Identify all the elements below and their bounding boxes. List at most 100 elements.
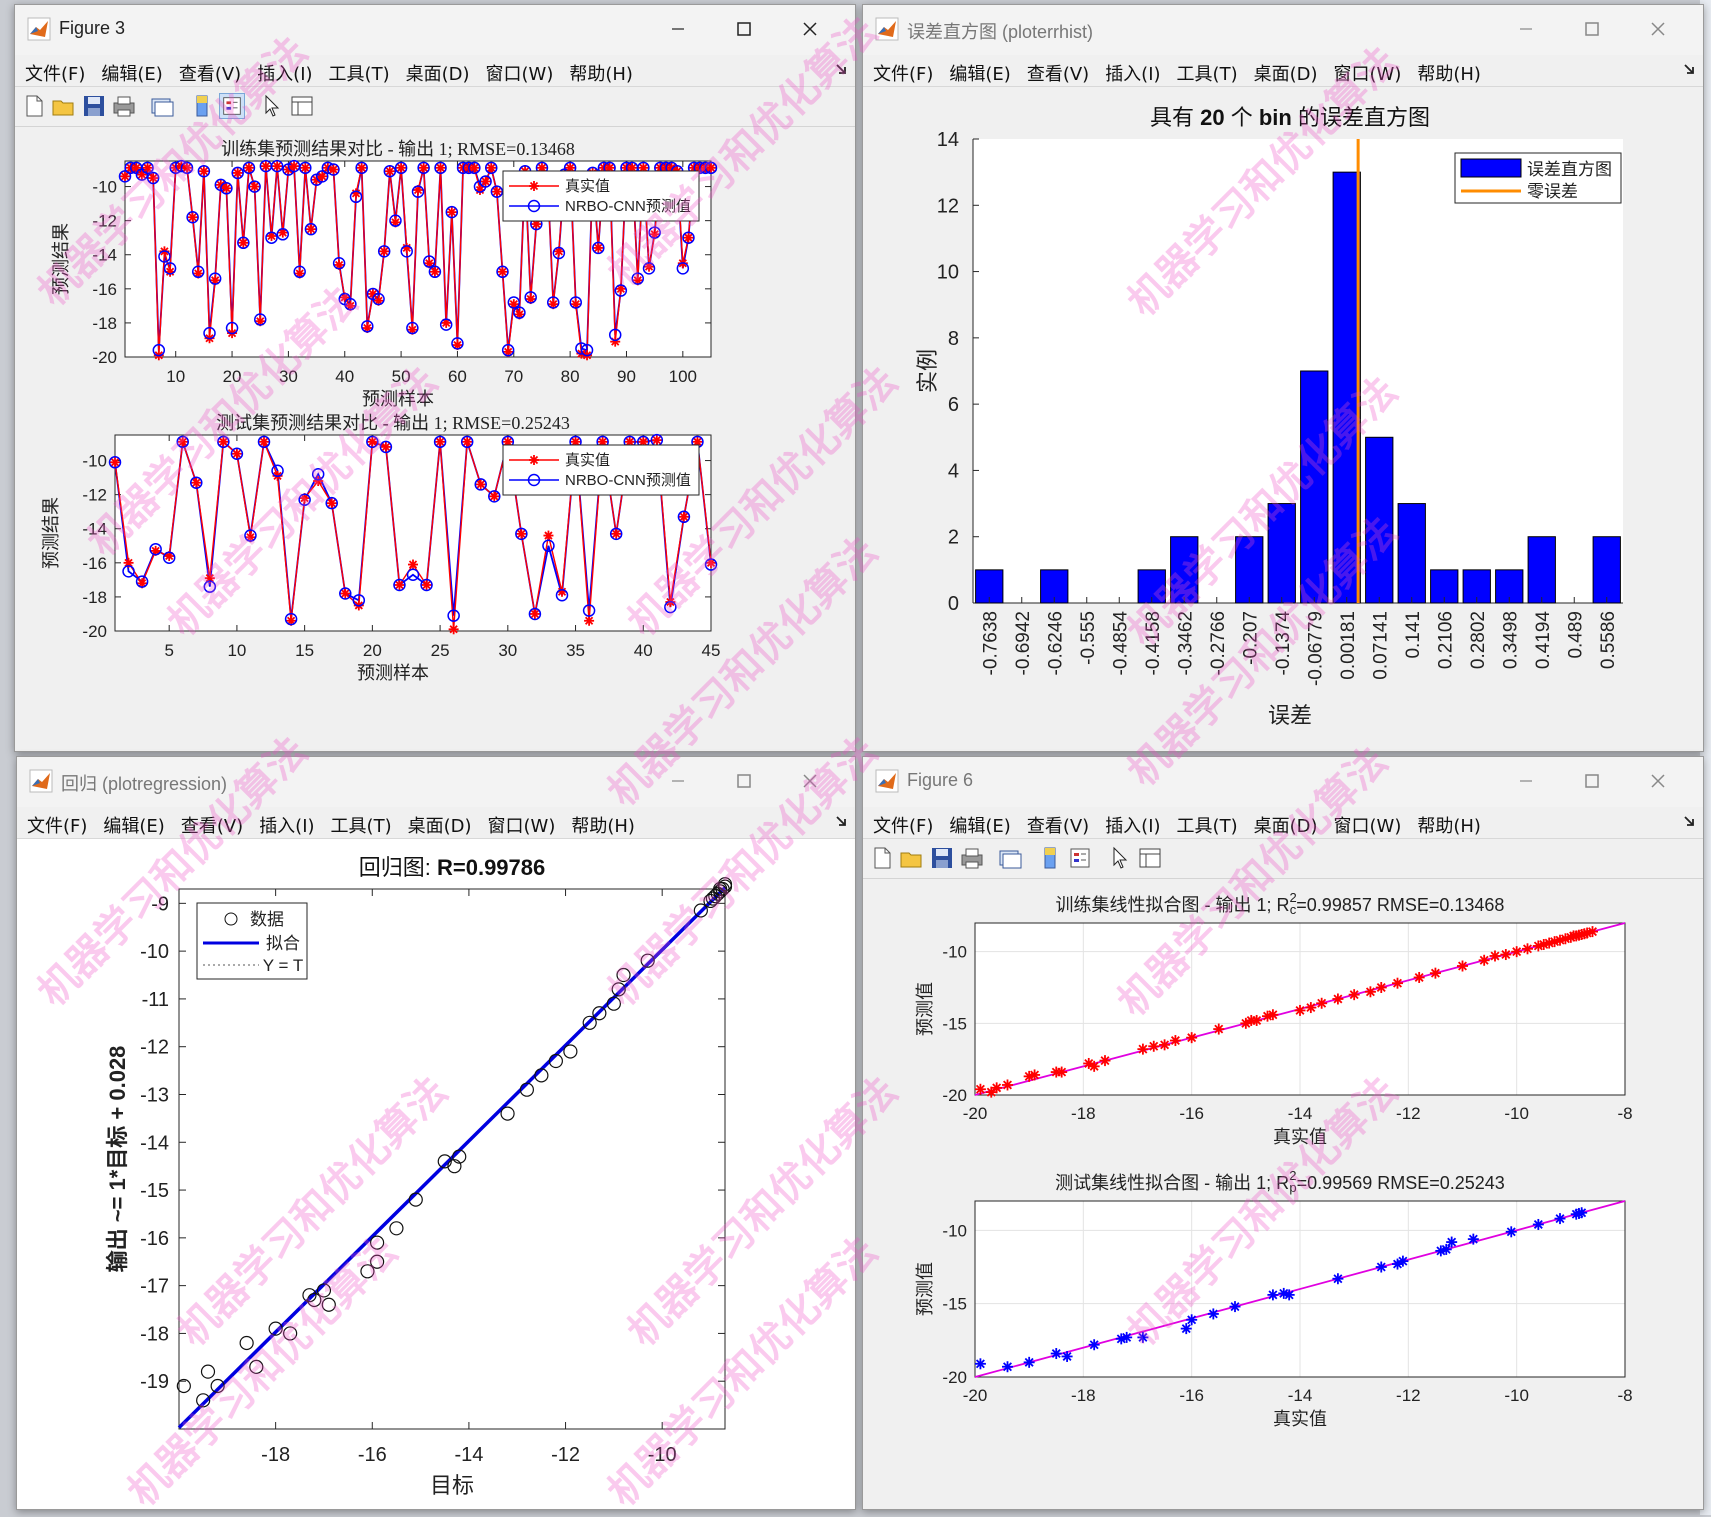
legend-icon[interactable]	[1067, 845, 1093, 871]
actual-point	[380, 441, 391, 452]
menu-help[interactable]: 帮助(H)	[1417, 816, 1481, 837]
link-plot-icon[interactable]	[997, 845, 1023, 871]
dock-arrow-icon[interactable]	[833, 61, 849, 77]
y-tick-label: -12	[82, 486, 107, 505]
menu-view[interactable]: 查看(V)	[1026, 64, 1090, 85]
minimize-icon[interactable]	[663, 766, 693, 796]
new-figure-icon[interactable]	[869, 845, 895, 871]
menu-view[interactable]: 查看(V)	[178, 64, 242, 85]
menu-desktop[interactable]: 桌面(D)	[1253, 816, 1318, 837]
predicted-point	[270, 159, 284, 173]
menu-file[interactable]: 文件(F)	[873, 64, 934, 85]
actual-point	[367, 436, 378, 447]
histogram-bar	[1365, 436, 1394, 604]
predicted-point	[569, 296, 583, 309]
menu-help[interactable]: 帮助(H)	[571, 816, 635, 837]
predicted-point	[400, 245, 413, 258]
y-axis-label: 输出 ~= 1*目标 + 0.028	[105, 1046, 130, 1273]
menu-edit[interactable]: 编辑(E)	[101, 64, 163, 85]
minimize-icon[interactable]	[1511, 766, 1541, 796]
data-point	[176, 1378, 191, 1394]
menu-insert[interactable]: 插入(I)	[1105, 64, 1161, 85]
menu-window[interactable]: 窗口(W)	[1333, 816, 1402, 837]
menu-window[interactable]: 窗口(W)	[487, 816, 556, 837]
data-point	[1576, 1207, 1588, 1219]
menu-edit[interactable]: 编辑(E)	[949, 64, 1011, 85]
marker-stroke	[380, 247, 389, 256]
menu-desktop[interactable]: 桌面(D)	[1253, 64, 1318, 85]
new-figure-icon[interactable]	[21, 93, 47, 119]
menu-tools[interactable]: 工具(T)	[1176, 64, 1238, 85]
property-inspector-icon[interactable]	[1137, 845, 1163, 871]
dock-arrow-icon[interactable]	[1681, 61, 1697, 77]
link-plot-icon[interactable]	[149, 93, 175, 119]
marker-stroke	[286, 616, 296, 625]
marker-stroke	[1089, 1340, 1099, 1350]
actual-point	[379, 246, 390, 257]
maximize-icon[interactable]	[1577, 14, 1607, 44]
menu-desktop[interactable]: 桌面(D)	[405, 64, 470, 85]
chart-title: 测试集预测结果对比 - 输出 1; RMSE=0.25243	[216, 413, 570, 433]
menu-tools[interactable]: 工具(T)	[330, 816, 392, 837]
marker-stroke	[652, 435, 661, 445]
marker-stroke	[554, 247, 564, 256]
marker-stroke	[706, 558, 716, 567]
print-icon[interactable]	[111, 93, 137, 119]
pointer-icon[interactable]	[259, 93, 285, 119]
save-icon[interactable]	[929, 845, 955, 871]
property-inspector-icon[interactable]	[289, 93, 315, 119]
menu-view[interactable]: 查看(V)	[1026, 816, 1090, 837]
minimize-icon[interactable]	[1511, 14, 1541, 44]
pointer-icon[interactable]	[1107, 845, 1133, 871]
marker-stroke	[1577, 1208, 1587, 1218]
marker-stroke	[1181, 1324, 1191, 1334]
close-icon[interactable]	[795, 766, 825, 796]
maximize-icon[interactable]	[729, 14, 759, 44]
save-icon[interactable]	[81, 93, 107, 119]
menu-file[interactable]: 文件(F)	[25, 64, 86, 85]
colorbar-icon[interactable]	[189, 93, 215, 119]
menu-help[interactable]: 帮助(H)	[1417, 64, 1481, 85]
menu-window[interactable]: 窗口(W)	[485, 64, 554, 85]
title-bar[interactable]: Figure 3	[15, 5, 855, 55]
predicted-point	[496, 265, 509, 279]
menu-edit[interactable]: 编辑(E)	[949, 816, 1011, 837]
predicted-point	[507, 296, 521, 309]
minimize-icon[interactable]	[663, 14, 693, 44]
data-point	[447, 1159, 462, 1174]
title-bar[interactable]: 回归 (plotregression)	[17, 757, 855, 807]
legend-icon[interactable]	[219, 93, 245, 119]
dock-arrow-icon[interactable]	[1681, 813, 1697, 829]
menu-window[interactable]: 窗口(W)	[1333, 64, 1402, 85]
data-point	[1522, 943, 1533, 955]
menu-insert[interactable]: 插入(I)	[259, 816, 315, 837]
menu-edit[interactable]: 编辑(E)	[103, 816, 165, 837]
menu-insert[interactable]: 插入(I)	[1105, 816, 1161, 837]
print-icon[interactable]	[959, 845, 985, 871]
maximize-icon[interactable]	[1577, 766, 1607, 796]
menu-view[interactable]: 查看(V)	[180, 816, 244, 837]
open-file-icon[interactable]	[51, 93, 77, 119]
title-bar[interactable]: 误差直方图 (ploterrhist)	[863, 5, 1703, 55]
title-part: p	[1289, 1180, 1296, 1195]
close-icon[interactable]	[1643, 14, 1673, 44]
title-bar[interactable]: Figure 6	[863, 757, 1703, 807]
menu-file[interactable]: 文件(F)	[873, 816, 934, 837]
menu-file[interactable]: 文件(F)	[27, 816, 88, 837]
y-tick-label: 4	[948, 460, 959, 482]
colorbar-icon[interactable]	[1037, 845, 1063, 871]
menu-help[interactable]: 帮助(H)	[569, 64, 633, 85]
dock-arrow-icon[interactable]	[833, 813, 849, 829]
menu-desktop[interactable]: 桌面(D)	[407, 816, 472, 837]
open-file-icon[interactable]	[899, 845, 925, 871]
maximize-icon[interactable]	[729, 766, 759, 796]
actual-point	[164, 551, 175, 562]
menu-tools[interactable]: 工具(T)	[328, 64, 390, 85]
x-tick-label: 0.00181	[1338, 611, 1359, 680]
close-icon[interactable]	[1643, 766, 1673, 796]
menu-insert[interactable]: 插入(I)	[257, 64, 313, 85]
menu-tools[interactable]: 工具(T)	[1176, 816, 1238, 837]
close-icon[interactable]	[795, 14, 825, 44]
marker-stroke	[1187, 1315, 1197, 1325]
x-tick-label: -0.4854	[1110, 611, 1131, 676]
